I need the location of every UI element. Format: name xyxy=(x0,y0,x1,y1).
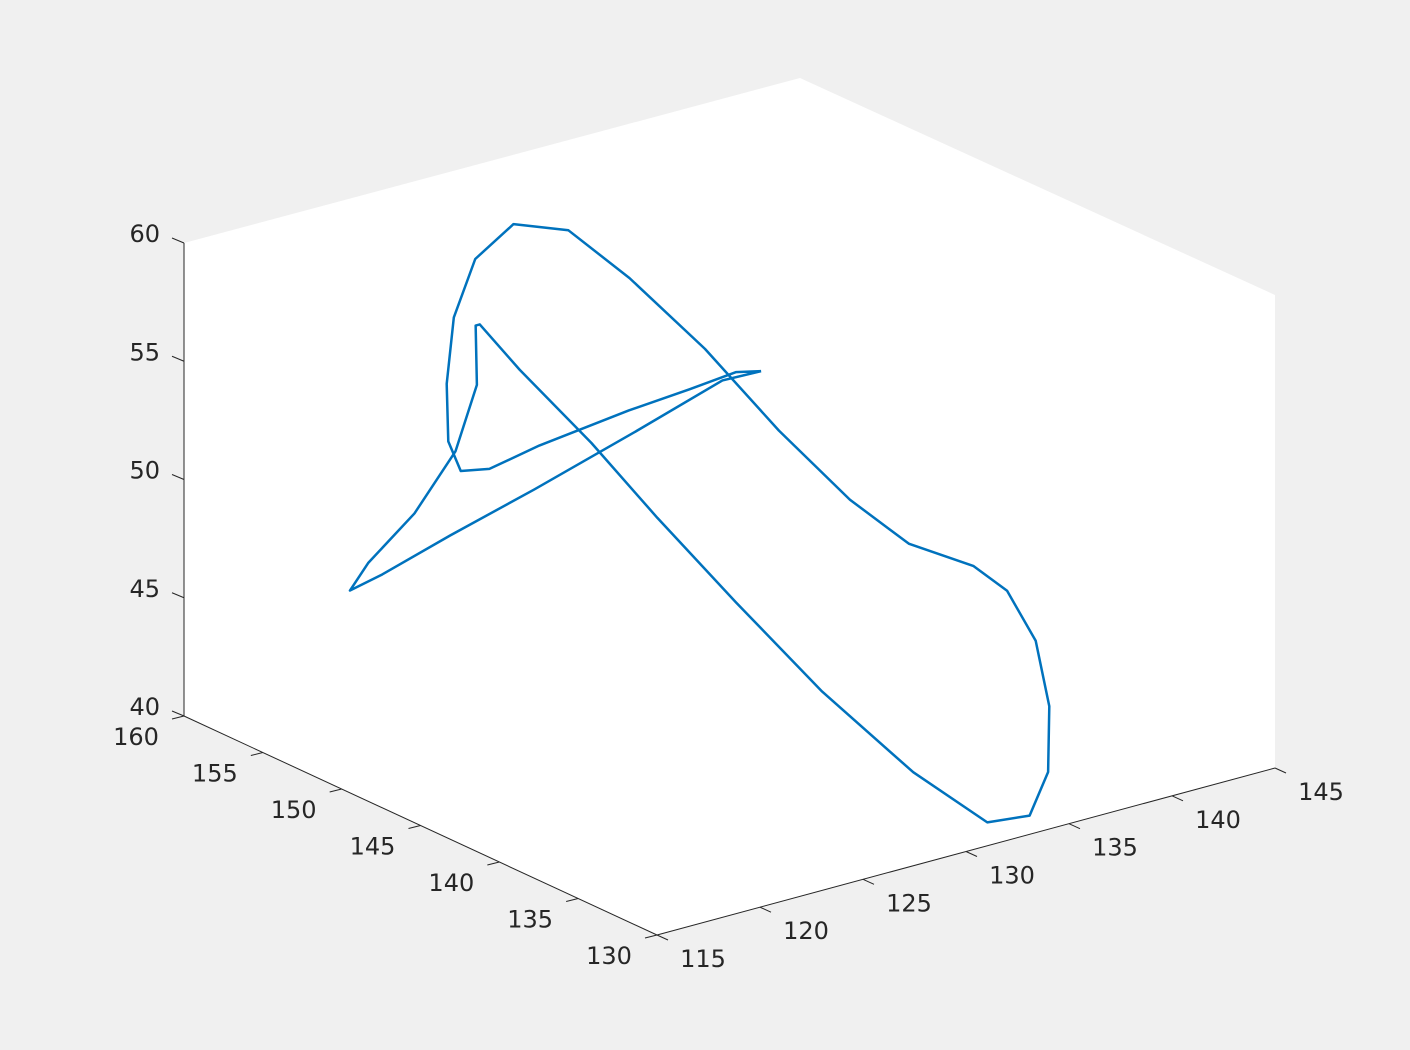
y-tick-label: 130 xyxy=(586,942,632,970)
z-tick-label: 60 xyxy=(129,220,160,248)
x-tick-label: 115 xyxy=(680,945,726,973)
x-tick xyxy=(1171,795,1184,802)
x-tick xyxy=(656,934,669,941)
z-tick xyxy=(171,474,185,480)
x-tick-label: 130 xyxy=(989,862,1035,890)
y-tick xyxy=(408,825,421,829)
z-tick-label: 40 xyxy=(129,693,160,721)
y-tick-label: 145 xyxy=(350,833,396,861)
y-tick xyxy=(329,788,342,793)
y-tick-label: 160 xyxy=(113,723,159,751)
z-tick xyxy=(171,592,185,599)
z-tick-label: 55 xyxy=(129,338,160,366)
x-tick-label: 140 xyxy=(1195,806,1241,834)
z-tick xyxy=(171,355,185,362)
x-tick xyxy=(965,851,978,857)
x-tick-label: 135 xyxy=(1092,834,1138,862)
axes-background xyxy=(184,78,1275,935)
x-tick xyxy=(1068,823,1081,830)
y-tick-label: 155 xyxy=(192,760,238,788)
y-tick xyxy=(487,861,500,866)
data-line xyxy=(348,222,1051,824)
x-tick-label: 125 xyxy=(886,889,932,917)
y-tick xyxy=(250,752,263,756)
x-tick xyxy=(759,906,772,913)
y-tick xyxy=(644,934,658,939)
x-tick-label: 120 xyxy=(783,917,829,945)
x-tick xyxy=(1274,767,1287,774)
y-tick-label: 150 xyxy=(271,796,317,824)
y-tick-label: 135 xyxy=(507,906,553,934)
z-tick-label: 50 xyxy=(129,457,160,485)
y-tick xyxy=(171,715,185,720)
y-tick xyxy=(566,898,579,902)
z-tick-label: 45 xyxy=(129,575,160,603)
x-tick-label: 145 xyxy=(1298,778,1344,806)
y-tick-label: 140 xyxy=(428,869,474,897)
z-tick xyxy=(171,237,185,244)
z-tick xyxy=(171,710,185,717)
x-tick xyxy=(862,878,875,885)
